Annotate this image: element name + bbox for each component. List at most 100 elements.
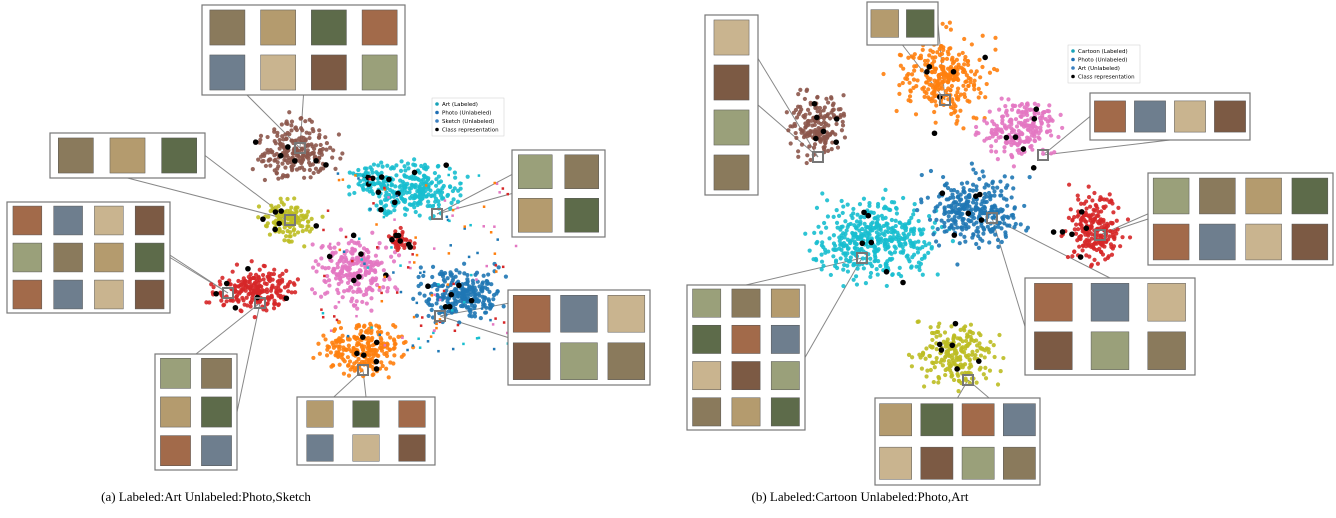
scatter-point	[312, 171, 316, 175]
legend-marker	[435, 102, 439, 106]
scatter-point	[325, 141, 329, 145]
scatter-point	[897, 92, 901, 96]
scatter-point	[853, 239, 857, 243]
class-representation	[449, 292, 455, 298]
scatter-point	[1094, 203, 1098, 207]
class-representation	[939, 347, 945, 353]
scatter-point	[954, 348, 958, 352]
scatter-point	[962, 92, 966, 96]
scatter-point	[932, 209, 936, 213]
scatter-point	[993, 233, 997, 237]
scatter-point	[806, 108, 810, 112]
scatter-point	[1011, 103, 1015, 107]
scatter-point	[300, 147, 304, 151]
class-representation	[213, 291, 219, 297]
scatter-point	[907, 259, 911, 263]
scatter-point	[1095, 214, 1099, 218]
scatter-point	[377, 194, 381, 198]
scatter-point	[381, 300, 384, 303]
scatter-point	[884, 265, 888, 269]
scatter-point	[994, 132, 998, 136]
scatter-point	[903, 226, 907, 230]
scatter-point	[938, 360, 942, 364]
scatter-point	[465, 273, 469, 277]
scatter-point	[997, 136, 1001, 140]
scatter-point	[413, 316, 416, 319]
scatter-point	[999, 189, 1003, 193]
scatter-point	[944, 89, 948, 93]
scatter-point	[390, 182, 394, 186]
scatter-point	[396, 195, 399, 198]
scatter-point	[957, 215, 961, 219]
scatter-point	[268, 164, 272, 168]
scatter-point	[385, 164, 389, 168]
scatter-point	[919, 200, 923, 204]
scatter-point	[263, 281, 267, 285]
scatter-point	[317, 128, 321, 132]
scatter-point	[868, 257, 872, 261]
scatter-point	[912, 78, 916, 82]
scatter-point	[344, 257, 348, 261]
class-representation	[272, 227, 278, 233]
scatter-point	[936, 380, 940, 384]
scatter-point	[448, 167, 452, 171]
scatter-point	[319, 295, 323, 299]
scatter-point	[413, 261, 416, 264]
scatter-point	[263, 178, 267, 182]
scatter-point	[300, 224, 304, 228]
scatter-point	[926, 95, 930, 99]
scatter-point	[402, 164, 406, 168]
scatter-point	[803, 232, 807, 236]
scatter-point	[1010, 108, 1014, 112]
scatter-point	[971, 183, 975, 187]
scatter-point	[947, 365, 951, 369]
scatter-point	[894, 246, 898, 250]
scatter-point	[401, 337, 404, 340]
connector	[237, 303, 260, 412]
scatter-point	[1033, 139, 1037, 143]
scatter-point	[1083, 219, 1087, 223]
scatter-point	[910, 364, 914, 368]
scatter-point	[922, 95, 926, 99]
scatter-point	[289, 123, 293, 127]
scatter-point	[239, 308, 243, 312]
scatter-point	[1100, 244, 1104, 248]
scatter-point	[1009, 120, 1013, 124]
scatter-point	[819, 230, 823, 234]
scatter-point	[1019, 139, 1023, 143]
scatter-point	[876, 272, 880, 276]
scatter-point	[917, 265, 921, 269]
scatter-point	[327, 283, 331, 287]
scatter-point	[948, 76, 952, 80]
scatter-point	[977, 58, 981, 62]
thumbnail	[135, 280, 164, 309]
class-representation	[397, 238, 403, 244]
scatter-point	[967, 195, 971, 199]
scatter-point	[370, 268, 374, 272]
scatter-point	[954, 93, 958, 97]
scatter-point	[377, 241, 381, 245]
scatter-point	[409, 175, 413, 179]
scatter-point	[399, 159, 403, 163]
class-representation	[245, 266, 251, 272]
scatter-point	[430, 335, 433, 338]
scatter-point	[412, 344, 415, 347]
scatter-point	[790, 124, 794, 128]
scatter-point	[960, 182, 964, 186]
scatter-point	[974, 125, 978, 129]
scatter-point	[952, 226, 956, 230]
scatter-point	[969, 323, 973, 327]
scatter-point	[923, 254, 927, 258]
class-representation	[1033, 106, 1039, 112]
scatter-point	[855, 219, 859, 223]
scatter-point	[978, 75, 982, 79]
scatter-point	[333, 315, 336, 318]
thumbnail	[94, 206, 123, 235]
scatter-point	[947, 359, 951, 363]
scatter-point	[276, 204, 280, 208]
scatter-point	[859, 247, 863, 251]
scatter-point	[897, 240, 901, 244]
scatter-point	[924, 91, 928, 95]
scatter-point	[979, 353, 983, 357]
scatter-point	[437, 203, 441, 207]
